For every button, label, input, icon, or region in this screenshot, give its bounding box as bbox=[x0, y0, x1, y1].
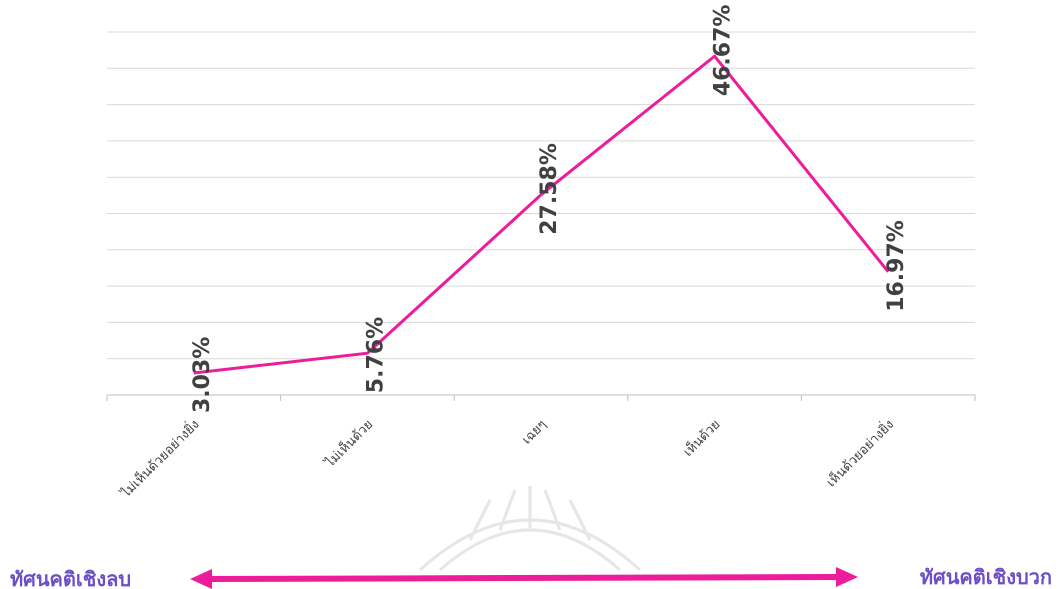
positive-attitude-label: ทัศนคติเชิงบวก bbox=[920, 565, 1052, 589]
data-label: 27.58% bbox=[537, 143, 562, 235]
x-tick-label: เฉยๆ bbox=[519, 417, 549, 447]
watermark-seal bbox=[418, 486, 642, 572]
data-label: 16.97% bbox=[884, 220, 909, 312]
gridlines bbox=[107, 31, 975, 360]
x-tick-labels: ไม่เห็นด้วยอย่างยิ่ง ไม่เห็นด้วย เฉยๆ เห็นด… bbox=[116, 415, 897, 502]
arrow-right-icon bbox=[836, 567, 858, 587]
x-tick-label: ไม่เห็นด้วย bbox=[320, 415, 376, 471]
data-label: 5.76% bbox=[363, 317, 388, 393]
x-axis bbox=[106, 394, 976, 401]
x-tick-label: เห็นด้วย bbox=[679, 415, 724, 460]
arrow-left-icon bbox=[190, 569, 212, 589]
attitude-scale: ทัศนคติเชิงลบ ทัศนคติเชิงบวก bbox=[10, 565, 1052, 589]
data-labels: 3.03% 5.76% 27.58% 46.67% 16.97% bbox=[190, 5, 909, 413]
data-label: 3.03% bbox=[190, 337, 215, 413]
data-label: 46.67% bbox=[711, 5, 736, 97]
attitude-arrow-line bbox=[204, 574, 839, 582]
x-tick-label: ไม่เห็นด้วยอย่างยิ่ง bbox=[116, 415, 203, 502]
negative-attitude-label: ทัศนคติเชิงลบ bbox=[10, 567, 131, 589]
x-tick-label: เห็นด้วยอย่างยิ่ง bbox=[822, 415, 897, 490]
series-line bbox=[193, 54, 890, 375]
